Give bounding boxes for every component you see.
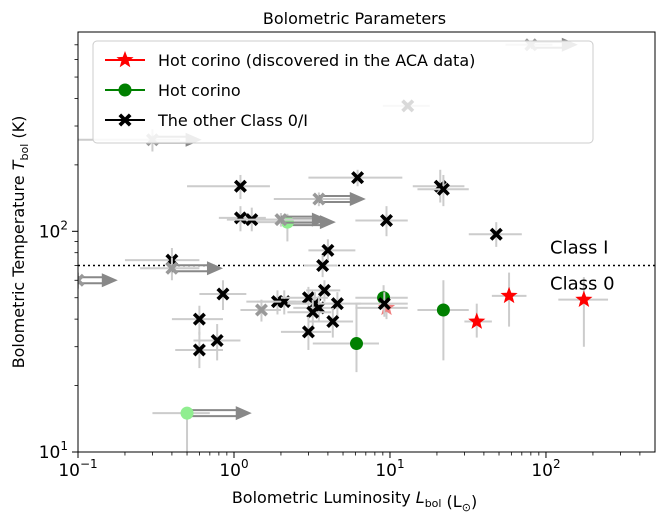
legend-box [92, 40, 594, 144]
data-point [152, 406, 252, 452]
data-point [171, 305, 223, 335]
x-marker [330, 297, 344, 311]
data-point [464, 303, 492, 338]
x-marker [274, 213, 288, 227]
y-tick-label: 101 [39, 439, 68, 463]
legend-entry: Hot corino (discovered in the ACA data) [105, 51, 475, 70]
class-i-label: Class I [550, 237, 608, 258]
x-marker [321, 243, 335, 257]
data-point [491, 272, 527, 327]
x-marker [301, 325, 315, 339]
circle-marker [436, 303, 450, 317]
x-marker [233, 179, 247, 193]
legend-label: The other Class 0/I [157, 111, 308, 130]
legend-label: Hot corino (discovered in the ACA data) [158, 51, 475, 70]
star-marker [468, 312, 486, 329]
data-point [306, 280, 341, 302]
data-point [124, 248, 200, 275]
x-marker [380, 213, 393, 227]
data-point [175, 331, 223, 369]
data-point [417, 280, 469, 361]
x-marker [192, 312, 206, 326]
data-point [355, 206, 408, 237]
y-axis-label: Bolometric Temperature Tbol (K) [9, 116, 31, 369]
lower-limit-arrow-head [206, 261, 223, 276]
legend-label: Hot corino [158, 81, 241, 100]
data-point [318, 292, 361, 317]
x-marker [78, 273, 85, 287]
x-tick-label: 10−1 [58, 457, 97, 481]
x-axis-label: Bolometric Luminosity Lbol (L⊙) [232, 488, 477, 514]
data-point [280, 316, 332, 350]
data-point [308, 239, 356, 263]
x-marker [192, 343, 206, 357]
data-point [246, 212, 328, 227]
circle-marker [349, 337, 363, 351]
star-marker [575, 290, 593, 307]
data-point [558, 277, 609, 347]
x-marker [306, 305, 320, 319]
data-point [193, 324, 241, 361]
x-tick-label: 101 [375, 457, 404, 481]
legend-entry: The other Class 0/I [105, 111, 308, 130]
data-point [78, 272, 118, 289]
x-tick-label: 100 [219, 457, 248, 481]
data-point [303, 255, 338, 278]
lower-limit-arrow-head [235, 406, 252, 421]
x-marker [233, 211, 247, 225]
chart-legend: Hot corino (discovered in the ACA data) H… [92, 40, 594, 144]
x-tick-label: 102 [531, 457, 560, 481]
y-tick-label: 102 [39, 218, 68, 242]
data-point [140, 257, 223, 281]
legend-circle-icon [118, 83, 132, 97]
x-marker [317, 283, 331, 297]
lower-limit-arrow-head [101, 273, 118, 288]
data-point [308, 307, 354, 338]
chart-axes: Class I Class 0 10−1 100 101 102 101 102 Bolomet… [9, 44, 641, 514]
lower-limit-arrow-head [311, 212, 328, 227]
data-point [417, 174, 469, 207]
data-point [273, 192, 366, 207]
lower-limit-arrow-head [349, 192, 366, 207]
plot-frame [77, 31, 656, 453]
data-point [312, 303, 379, 373]
legend-star-icon [116, 51, 134, 68]
x-marker [165, 261, 179, 275]
data-point [187, 174, 270, 200]
x-marker [377, 297, 391, 311]
x-marker [216, 287, 230, 301]
data-point [308, 169, 403, 187]
class-0-label: Class 0 [550, 273, 615, 294]
data-point [240, 299, 281, 322]
legend-entry: Hot corino [105, 81, 241, 100]
x-marker [210, 334, 224, 348]
star-marker [500, 286, 518, 304]
x-marker [316, 258, 330, 272]
x-marker [436, 182, 450, 196]
x-marker [312, 192, 326, 206]
chart-title: Bolometric Parameters [263, 9, 446, 28]
x-marker [326, 315, 340, 329]
x-marker [254, 303, 268, 317]
data-point [199, 280, 247, 310]
x-marker [351, 171, 365, 185]
data-point [468, 222, 522, 247]
x-marker [489, 227, 503, 241]
circle-marker [180, 406, 194, 420]
legend-x-icon [118, 113, 132, 127]
data-point [355, 292, 408, 317]
